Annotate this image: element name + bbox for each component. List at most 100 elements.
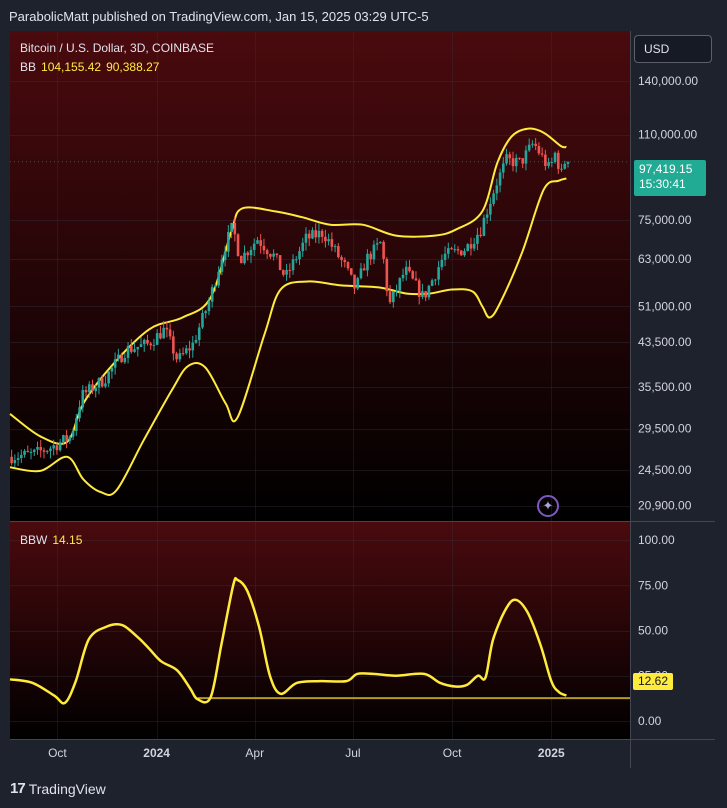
candle-body bbox=[424, 291, 427, 298]
candle-body bbox=[210, 287, 214, 302]
candle-body bbox=[233, 222, 237, 235]
currency-button[interactable]: USD bbox=[634, 35, 712, 63]
candle-body bbox=[489, 203, 492, 215]
candle-body bbox=[252, 243, 256, 250]
candle-body bbox=[178, 353, 182, 360]
candle-body bbox=[155, 333, 159, 345]
candle-body bbox=[379, 241, 382, 244]
price-tick-label: 20,900.00 bbox=[638, 499, 692, 513]
candle-body bbox=[514, 157, 518, 167]
candle-body bbox=[307, 233, 311, 239]
bollinger-bands bbox=[9, 127, 567, 496]
candle-body bbox=[39, 446, 43, 451]
candle-body bbox=[23, 450, 26, 455]
price-axis[interactable]: 140,000.00 110,000.00 75,000.00 63,000.00 51… bbox=[638, 74, 698, 513]
time-tick-label: 2025 bbox=[538, 746, 565, 760]
candle-body bbox=[346, 262, 350, 269]
bb-legend[interactable]: BB 104,155.42 90,388.27 bbox=[20, 60, 159, 74]
bbw-legend-label: BBW bbox=[20, 533, 48, 547]
candle-body bbox=[227, 231, 230, 252]
candle-body bbox=[369, 253, 372, 260]
candle-body bbox=[479, 234, 482, 236]
candle-body bbox=[492, 193, 495, 204]
price-tick-label: 29,500.00 bbox=[638, 422, 692, 436]
candle-body bbox=[563, 163, 567, 169]
candle-body bbox=[13, 460, 17, 464]
candle-body bbox=[117, 354, 120, 360]
candle-body bbox=[434, 279, 437, 281]
candle-body bbox=[130, 345, 133, 352]
candle-body bbox=[126, 345, 130, 358]
candle-body bbox=[285, 269, 288, 275]
bbw-legend-value: 14.15 bbox=[52, 533, 83, 547]
candle-body bbox=[133, 349, 136, 352]
bbw-legend[interactable]: BBW 14.15 bbox=[20, 533, 82, 547]
candle-body bbox=[469, 244, 473, 249]
tradingview-brand[interactable]: 17 TradingView bbox=[10, 780, 106, 797]
candle-body bbox=[184, 348, 188, 354]
sparkle-icon[interactable]: ✦ bbox=[537, 495, 559, 517]
candle-body bbox=[537, 146, 541, 154]
candle-body bbox=[107, 371, 110, 384]
candle-body bbox=[214, 285, 217, 288]
candle-body bbox=[388, 291, 392, 303]
candle-body bbox=[78, 407, 81, 419]
candle-body bbox=[550, 162, 554, 164]
candle-body bbox=[553, 152, 557, 163]
candle-body bbox=[282, 270, 285, 275]
candle-body bbox=[544, 154, 547, 166]
tradingview-logo-icon: 17 bbox=[10, 780, 26, 797]
candle-body bbox=[97, 378, 101, 388]
candle-body bbox=[172, 336, 175, 354]
last-price-value: 97,419.15 bbox=[639, 162, 693, 176]
brand-name: TradingView bbox=[28, 780, 106, 797]
candle-body bbox=[294, 259, 298, 261]
time-axis[interactable]: Oct 2024 Apr Jul Oct 2025 bbox=[48, 746, 565, 760]
candle-body bbox=[123, 357, 127, 363]
candle-body bbox=[362, 268, 366, 271]
price-tick-label: 35,500.00 bbox=[638, 380, 692, 394]
candle-body bbox=[534, 143, 537, 147]
bb-lower-line bbox=[9, 177, 567, 496]
symbol-legend[interactable]: Bitcoin / U.S. Dollar, 3D, COINBASE bbox=[20, 41, 215, 55]
grid-lines bbox=[10, 31, 630, 739]
candle-body bbox=[560, 168, 563, 170]
candle-body bbox=[58, 442, 62, 451]
candle-body bbox=[68, 436, 72, 441]
candle-body bbox=[498, 172, 502, 186]
bbw-tick-label: 75.00 bbox=[638, 578, 668, 592]
candle-body bbox=[220, 259, 224, 272]
candle-body bbox=[201, 313, 204, 328]
candle-body bbox=[404, 266, 408, 275]
candle-body bbox=[194, 339, 198, 343]
candle-body bbox=[62, 435, 65, 443]
candle-body bbox=[272, 253, 275, 257]
candle-body bbox=[482, 217, 486, 236]
price-tick-label: 43,500.00 bbox=[638, 335, 692, 349]
candle-body bbox=[343, 260, 347, 263]
candle-body bbox=[453, 249, 457, 251]
candle-body bbox=[162, 327, 165, 339]
candle-body bbox=[324, 236, 327, 242]
candle-body bbox=[547, 162, 550, 166]
price-tick-label: 75,000.00 bbox=[638, 213, 692, 227]
candle-body bbox=[301, 242, 305, 252]
candle-body bbox=[36, 446, 39, 450]
candle-body bbox=[414, 278, 418, 281]
candle-body bbox=[42, 450, 46, 452]
candle-body bbox=[26, 450, 30, 452]
candle-body bbox=[94, 387, 98, 392]
candle-body bbox=[159, 333, 162, 339]
bb-legend-label: BB bbox=[20, 60, 37, 74]
candle-body bbox=[191, 342, 195, 351]
candle-body bbox=[175, 353, 178, 360]
candle-body bbox=[223, 251, 227, 260]
candle-body bbox=[527, 144, 531, 151]
candle-body bbox=[443, 253, 447, 260]
candle-body bbox=[349, 268, 353, 275]
candle-body bbox=[466, 244, 470, 252]
candle-body bbox=[197, 327, 201, 340]
candle-body bbox=[456, 249, 460, 251]
